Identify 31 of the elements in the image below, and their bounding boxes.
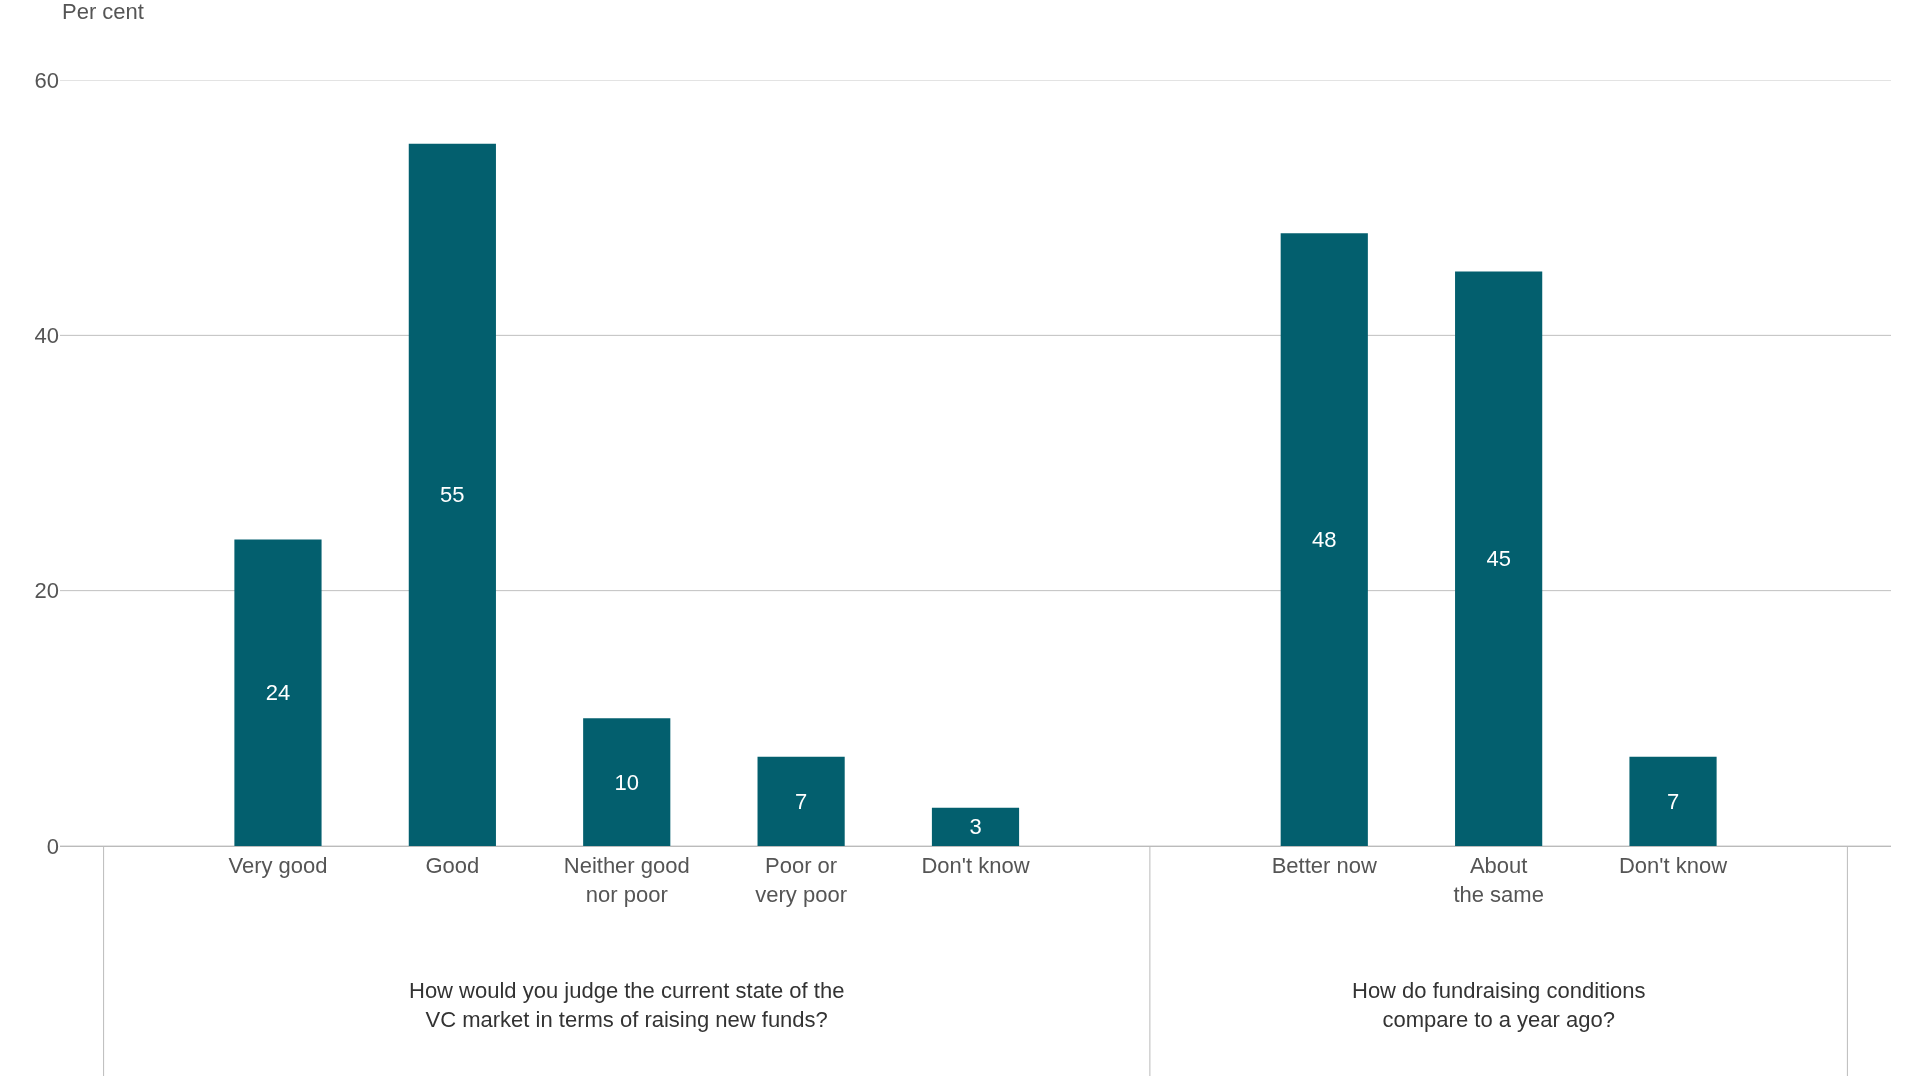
bar [234,539,322,846]
x-tick-label: Don't know [921,853,1030,879]
x-tick-label: Very good [228,853,328,879]
bar [757,756,845,846]
y-tick-label: 40 [34,323,59,349]
x-tick-label: Good [425,853,480,879]
x-tick-label: Poor or very poor [755,853,847,907]
x-tick-label: Don't know [1618,853,1728,879]
y-axis-title: Per cent [62,0,144,24]
x-tick-label: Better now [1271,853,1377,879]
y-tick-label: 0 [46,833,59,859]
bar [931,807,1020,846]
data-label: 10 [614,769,639,795]
data-label: 7 [1666,788,1680,814]
bar [408,143,496,846]
y-tick-label: 20 [34,578,59,604]
bar [1455,271,1543,846]
bar [1280,233,1368,846]
text: How do fundraising conditions compare to a year ago? [1352,978,1646,1032]
bar [583,718,671,846]
data-label: 3 [969,814,982,840]
data-label: 55 [440,482,465,508]
data-label: 45 [1486,546,1511,572]
x-tick-label: Neither good nor poor [563,853,690,907]
x-tick-label: About the same [1453,853,1544,907]
data-label: 24 [265,680,291,706]
text: How would you judge the current state of the VC market in terms of raising new funds? [409,978,845,1032]
data-label: 48 [1312,527,1337,553]
y-tick-label: 60 [34,67,59,93]
data-label: 7 [794,788,808,814]
bar [1629,756,1717,846]
